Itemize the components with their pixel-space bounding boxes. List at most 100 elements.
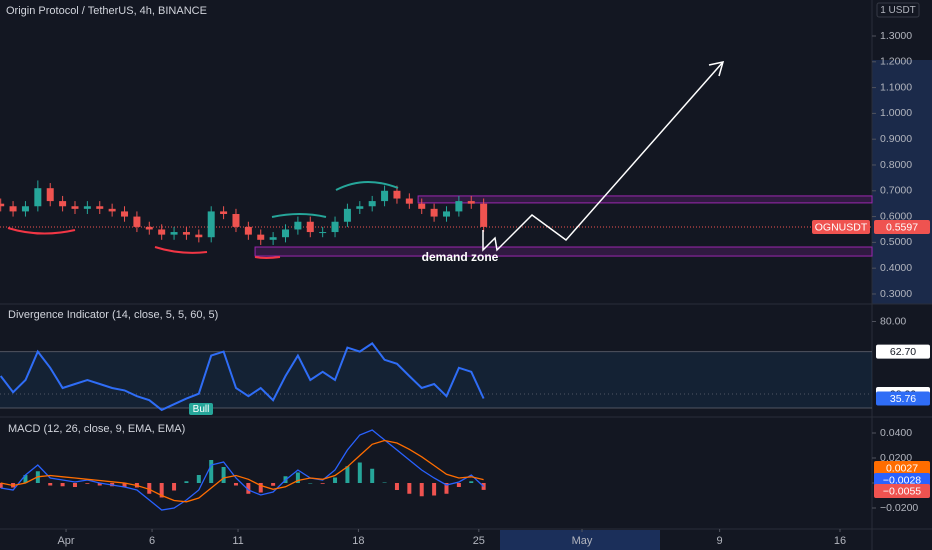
histogram-bar [295,472,300,483]
arrow-head [708,61,725,77]
candle-body [319,232,327,234]
candle-body [257,234,265,240]
candle-body [356,206,364,209]
candle-body [455,201,463,212]
histogram-bar [159,483,164,498]
candle-body [294,221,302,230]
y-tick-label: 0.0400 [880,427,912,439]
candle-body [430,208,438,217]
histogram-bar [320,483,325,484]
histogram-bar [184,481,189,483]
x-tick-label: Apr [57,535,74,547]
x-tick-label: 16 [834,535,846,547]
x-tick-label: 9 [717,535,723,547]
y-tick-label: 1.1000 [880,81,912,93]
level-label-box [876,344,930,359]
last-value-label-box [874,461,930,475]
last-price-label: 0.5597 [886,221,918,233]
candle-body [9,206,17,212]
candle-body [368,201,376,207]
candle-body [108,208,116,212]
series-line [0,342,485,412]
y-tick-label: 0.4000 [880,262,912,274]
histogram-bar [456,483,461,487]
histogram-bar [97,483,102,486]
level-label: 62.70 [890,346,916,358]
bull-label: Bull [193,404,210,415]
candle-body [442,211,450,217]
plot-layer: Apr 6 11 18 25 May 9 16 1.3000 1.2000 1.1000 1.0000… [0,30,930,547]
x-tick-label: 25 [473,535,485,547]
histogram-bar [394,483,399,490]
histogram-bar [469,481,474,483]
y-tick-label: 0.0200 [880,452,912,464]
candle-body [343,208,351,222]
histogram-bar [246,483,251,494]
y-tick-label: 0.9000 [880,133,912,145]
histogram-bar [209,460,214,483]
candle-body [158,229,166,235]
histogram-bar [85,483,90,484]
unit-box [876,2,920,18]
histogram-bar [357,462,362,483]
drawings [7,61,725,259]
candle-body [59,201,67,207]
drawn-arc [335,180,399,191]
chart-title: Origin Protocol / TetherUS, 4h, BINANCE [6,5,207,17]
candle-body [306,221,314,233]
candle-body [418,203,426,209]
price-zone [417,195,873,204]
symbol-label-box [812,219,870,234]
drawn-arc [7,227,76,235]
candle-body [393,190,401,199]
histogram-bar [122,483,127,487]
histogram-bar [258,483,263,493]
histogram-bar [419,483,424,497]
histogram-bar [233,483,238,486]
price-zone [254,246,873,257]
projection-arrow [482,61,724,252]
candle-body [405,198,413,204]
y-tick-label: 0.3000 [880,288,912,300]
band-fill [0,351,872,408]
histogram-bar [432,483,437,496]
y-tick-label: 1.2000 [880,56,912,68]
candle-body [145,226,153,230]
histogram-bar [370,468,375,483]
histogram-bar [23,475,28,483]
symbol-label: OGNUSDT [815,221,868,233]
candle-body [207,211,215,238]
y-tick-label: 1.3000 [880,30,912,42]
indicator-title: MACD (12, 26, close, 9, EMA, EMA) [8,423,185,435]
indicator-title: Divergence Indicator (14, close, 5, 5, 6… [8,309,218,321]
candle-body [381,190,389,202]
histogram-bar [196,475,201,483]
series-line [0,429,485,511]
candle-body [121,211,129,217]
histogram-bar [444,483,449,494]
candle-body [232,213,240,227]
series-line [0,439,484,503]
candle-body [133,216,141,227]
last-value-box [876,391,930,406]
histogram-bar [407,483,412,494]
candle-body [71,206,79,209]
last-price-label-box [874,219,930,234]
histogram-bar [147,483,152,494]
histogram-bar [221,467,226,483]
y-tick-label: 0.6000 [880,210,912,222]
y-tick-label: 1.0000 [880,107,912,119]
drawn-arc [154,246,208,254]
candle-body [46,188,54,202]
candle-body [195,234,203,238]
histogram-bar [271,483,276,486]
zone-label: demand zone [422,250,499,264]
candle-body [21,206,29,212]
x-tick-label: 18 [352,535,364,547]
histogram-bar [308,483,313,484]
x-tick-label: 6 [149,535,155,547]
candle-body [34,188,42,207]
candle-body [0,203,5,207]
